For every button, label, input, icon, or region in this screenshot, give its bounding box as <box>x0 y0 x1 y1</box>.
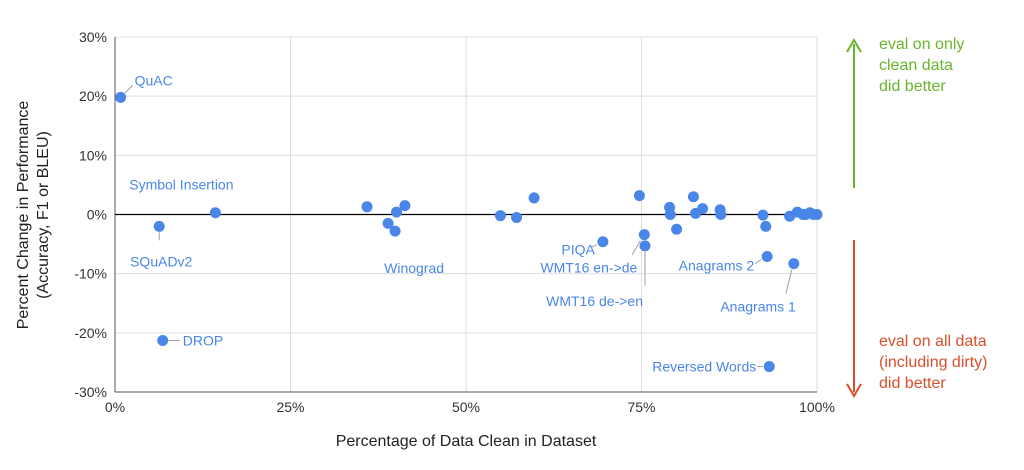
grid-lines <box>115 36 818 393</box>
data-point <box>687 191 699 203</box>
data-point <box>633 190 645 202</box>
better-clean-note-line-2: clean data <box>879 57 953 74</box>
x-tick-label: 100% <box>799 399 835 415</box>
x-tick-label: 25% <box>276 399 304 415</box>
data-point <box>391 206 403 218</box>
y-axis-title: Percent Change in Performance (Accuracy,… <box>15 101 52 330</box>
x-tick-label: 75% <box>627 399 655 415</box>
y-tick-label: -30% <box>74 384 107 400</box>
y-tick-label: -10% <box>74 266 107 282</box>
x-tick-label: 50% <box>452 399 480 415</box>
point-label: Anagrams 2 <box>679 258 755 274</box>
y-tick-label: 10% <box>79 147 107 163</box>
x-tick-label: 0% <box>105 399 125 415</box>
data-point <box>382 217 394 229</box>
point-label: SQuADv2 <box>130 253 192 269</box>
up-arrow-head <box>846 38 862 53</box>
better-dirty-note-line-3: did better <box>879 375 946 392</box>
x-tick-labels: 0% 25% 50% 75% 100% <box>105 399 835 415</box>
data-point <box>760 220 772 232</box>
data-point <box>638 229 650 241</box>
point-label: Anagrams 1 <box>720 299 796 315</box>
data-point <box>763 361 775 373</box>
y-axis-title-line-2: (Accuracy, F1 or BLEU) <box>35 131 52 299</box>
data-point <box>153 220 165 232</box>
y-tick-labels: -30% -20% -10% 0% 10% 20% 30% <box>74 29 107 400</box>
leader-line <box>590 244 598 249</box>
data-point <box>511 211 523 223</box>
better-clean-note-line-3: did better <box>879 78 946 95</box>
y-axis-title-line-1: Percent Change in Performance <box>15 101 32 330</box>
data-point <box>157 335 169 347</box>
data-point <box>757 209 769 221</box>
point-label: PIQA <box>561 242 595 258</box>
leader-line <box>631 240 641 255</box>
point-label: WMT16 de->en <box>546 293 643 309</box>
data-point <box>399 200 411 212</box>
point-label: WMT16 en->de <box>540 260 637 276</box>
leader-line <box>754 259 762 264</box>
x-axis-title: Percentage of Data Clean in Dataset <box>336 433 597 450</box>
data-point <box>639 240 651 252</box>
data-point <box>811 209 823 220</box>
point-label: Symbol Insertion <box>129 177 233 193</box>
data-points <box>115 91 823 373</box>
data-point <box>528 192 540 204</box>
leader-line <box>124 84 133 94</box>
point-label: Reversed Words <box>652 359 756 375</box>
data-point <box>361 201 373 213</box>
data-point <box>597 236 609 248</box>
data-point <box>494 210 506 222</box>
point-label: Winograd <box>384 260 444 276</box>
better-dirty-note: eval on all data (including dirty) did b… <box>846 240 987 398</box>
data-point <box>209 207 221 219</box>
better-clean-note: eval on only clean data did better <box>846 36 964 188</box>
data-point <box>788 258 800 270</box>
point-label: QuAC <box>135 72 173 88</box>
point-labels: QuAC Symbol Insertion SQuADv2 DROP Winograd P… <box>129 72 796 374</box>
better-clean-note-line-1: eval on only <box>879 36 964 53</box>
better-dirty-note-line-2: (including dirty) <box>879 354 987 371</box>
leader-line <box>785 269 793 294</box>
data-point <box>761 251 773 263</box>
y-tick-label: -20% <box>74 325 107 341</box>
data-point <box>389 225 401 237</box>
data-point <box>671 223 683 235</box>
better-dirty-note-line-1: eval on all data <box>879 333 987 350</box>
y-tick-label: 20% <box>79 88 107 104</box>
y-tick-label: 30% <box>79 29 107 45</box>
data-point <box>664 209 676 220</box>
point-label: DROP <box>183 333 223 349</box>
y-tick-label: 0% <box>87 207 107 223</box>
data-point <box>115 91 127 103</box>
down-arrow-head <box>846 383 862 398</box>
data-point <box>715 209 727 220</box>
label-leader-lines <box>124 84 793 368</box>
data-point <box>697 203 709 215</box>
